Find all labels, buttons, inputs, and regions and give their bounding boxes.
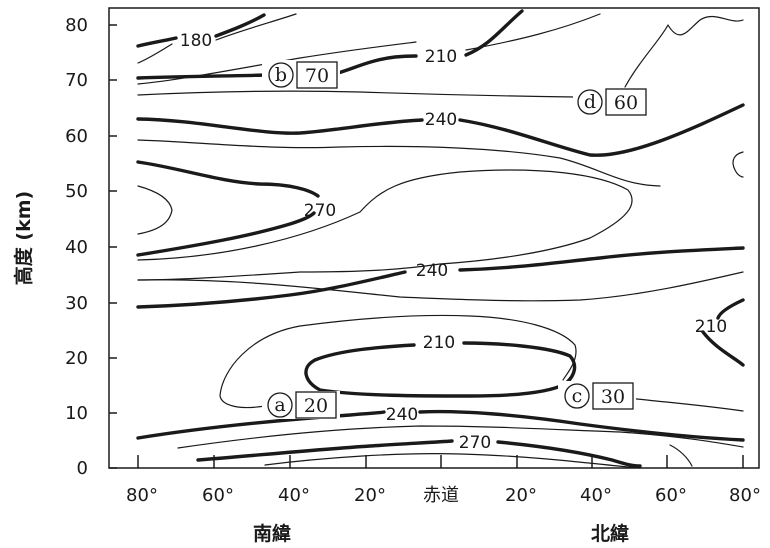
marker-c-box [592, 382, 634, 410]
y-tick-label: 40 [65, 237, 88, 258]
contour-label-270-low: 270 [459, 433, 491, 453]
y-tick-label: 10 [65, 403, 88, 424]
x-tick-label: 20° [505, 485, 537, 506]
x-tick-label: 60° [655, 485, 687, 506]
contour-label-240-low: 240 [386, 405, 418, 425]
isotherm-line [137, 43, 173, 64]
isotherm-line [458, 103, 745, 157]
x-tick-label: 60° [202, 485, 234, 506]
isotherm-line [137, 185, 173, 235]
x-tick-label: 80° [729, 485, 761, 506]
x-tick-label: 40° [278, 485, 310, 506]
north-latitude-label: 北緯 [591, 522, 629, 545]
contour-labels: 180 210 240 270 240 210 210 240 270 [180, 31, 727, 453]
south-latitude-label: 南緯 [253, 522, 291, 545]
isotherm-line [214, 13, 266, 38]
isotherm-line [136, 211, 316, 257]
marker-d-box [605, 88, 647, 116]
marker-d-circle [577, 89, 603, 115]
marker-c-value: 30 [601, 386, 625, 408]
isotherm-line [701, 330, 745, 367]
x-tick-label: 20° [354, 485, 386, 506]
x-tick-label: 80° [126, 485, 158, 506]
marker-a-circle [267, 392, 293, 418]
contour-label-210-top: 210 [425, 47, 457, 67]
plot-frame [108, 7, 760, 469]
marker-a-box [295, 391, 337, 419]
y-tick-label: 70 [65, 70, 88, 91]
isotherm-line [136, 117, 424, 135]
isotherm-line [137, 271, 744, 302]
isotherm-line [136, 410, 386, 440]
marker-b-circle [268, 62, 294, 88]
marker-d-value: 60 [614, 92, 638, 114]
isotherm-line [136, 36, 178, 48]
isotherm-line [196, 439, 454, 462]
marker-c-letter: c [572, 385, 583, 407]
isotherm-line [215, 13, 297, 41]
y-tick-label: 60 [65, 126, 88, 147]
contour-label-240-mid: 240 [416, 261, 448, 281]
marker-c-circle [564, 383, 590, 409]
isotherm-line [418, 409, 745, 442]
contour-label-180: 180 [180, 31, 212, 51]
marker-a-letter: a [274, 394, 285, 416]
isotherm-line [136, 73, 267, 80]
x-tick-label: 赤道 [423, 485, 459, 506]
isotherm-line [732, 151, 744, 178]
marker-b-value: 70 [305, 65, 329, 87]
isotherm-line [458, 246, 745, 272]
isotherm-line [219, 314, 577, 409]
marker-d: d 60 [573, 88, 649, 116]
isotherm-line [136, 270, 407, 309]
marker-c: c 30 [558, 381, 636, 410]
isotherm-line [177, 425, 744, 449]
marker-a: a 20 [262, 391, 340, 419]
isotherm-line [464, 9, 524, 57]
isotherm-contours [136, 9, 745, 469]
y-axis-tick-labels: 0 10 20 30 40 50 60 70 80 [65, 15, 88, 479]
isotherm-line [136, 160, 320, 198]
marker-a-value: 20 [304, 395, 328, 417]
y-axis-ticks [109, 24, 117, 469]
isotherm-line [304, 341, 577, 398]
isotherm-line [137, 41, 417, 85]
isotherm-line [669, 444, 693, 467]
isotherm-line [336, 54, 418, 75]
y-tick-label: 20 [65, 348, 88, 369]
y-tick-label: 50 [65, 181, 88, 202]
contour-label-210-right: 210 [695, 317, 727, 337]
y-tick-label: 0 [77, 458, 88, 479]
isotherm-line [137, 169, 633, 281]
y-tick-label: 80 [65, 15, 88, 36]
x-tick-label: 40° [580, 485, 612, 506]
y-tick-label: 30 [65, 293, 88, 314]
contour-label-270-upper: 270 [304, 201, 336, 221]
isotherm-line [264, 453, 641, 469]
marker-b-letter: b [275, 64, 287, 86]
isotherm-line [716, 298, 745, 320]
marker-b-box [296, 61, 338, 89]
isotherm-line [624, 15, 744, 88]
isotherm-line [137, 139, 661, 187]
y-axis-title: 高度 (km) [12, 191, 35, 285]
marker-d-letter: d [584, 91, 596, 113]
isotherm-line [137, 90, 576, 98]
marker-b: b 70 [262, 60, 340, 89]
x-axis-tick-labels: 80° 60° 40° 20° 赤道 20° 40° 60° 80° [126, 485, 761, 506]
contour-label-240-upper: 240 [425, 110, 457, 130]
contour-label-210-lower: 210 [423, 333, 455, 353]
isotherm-line [496, 440, 642, 468]
